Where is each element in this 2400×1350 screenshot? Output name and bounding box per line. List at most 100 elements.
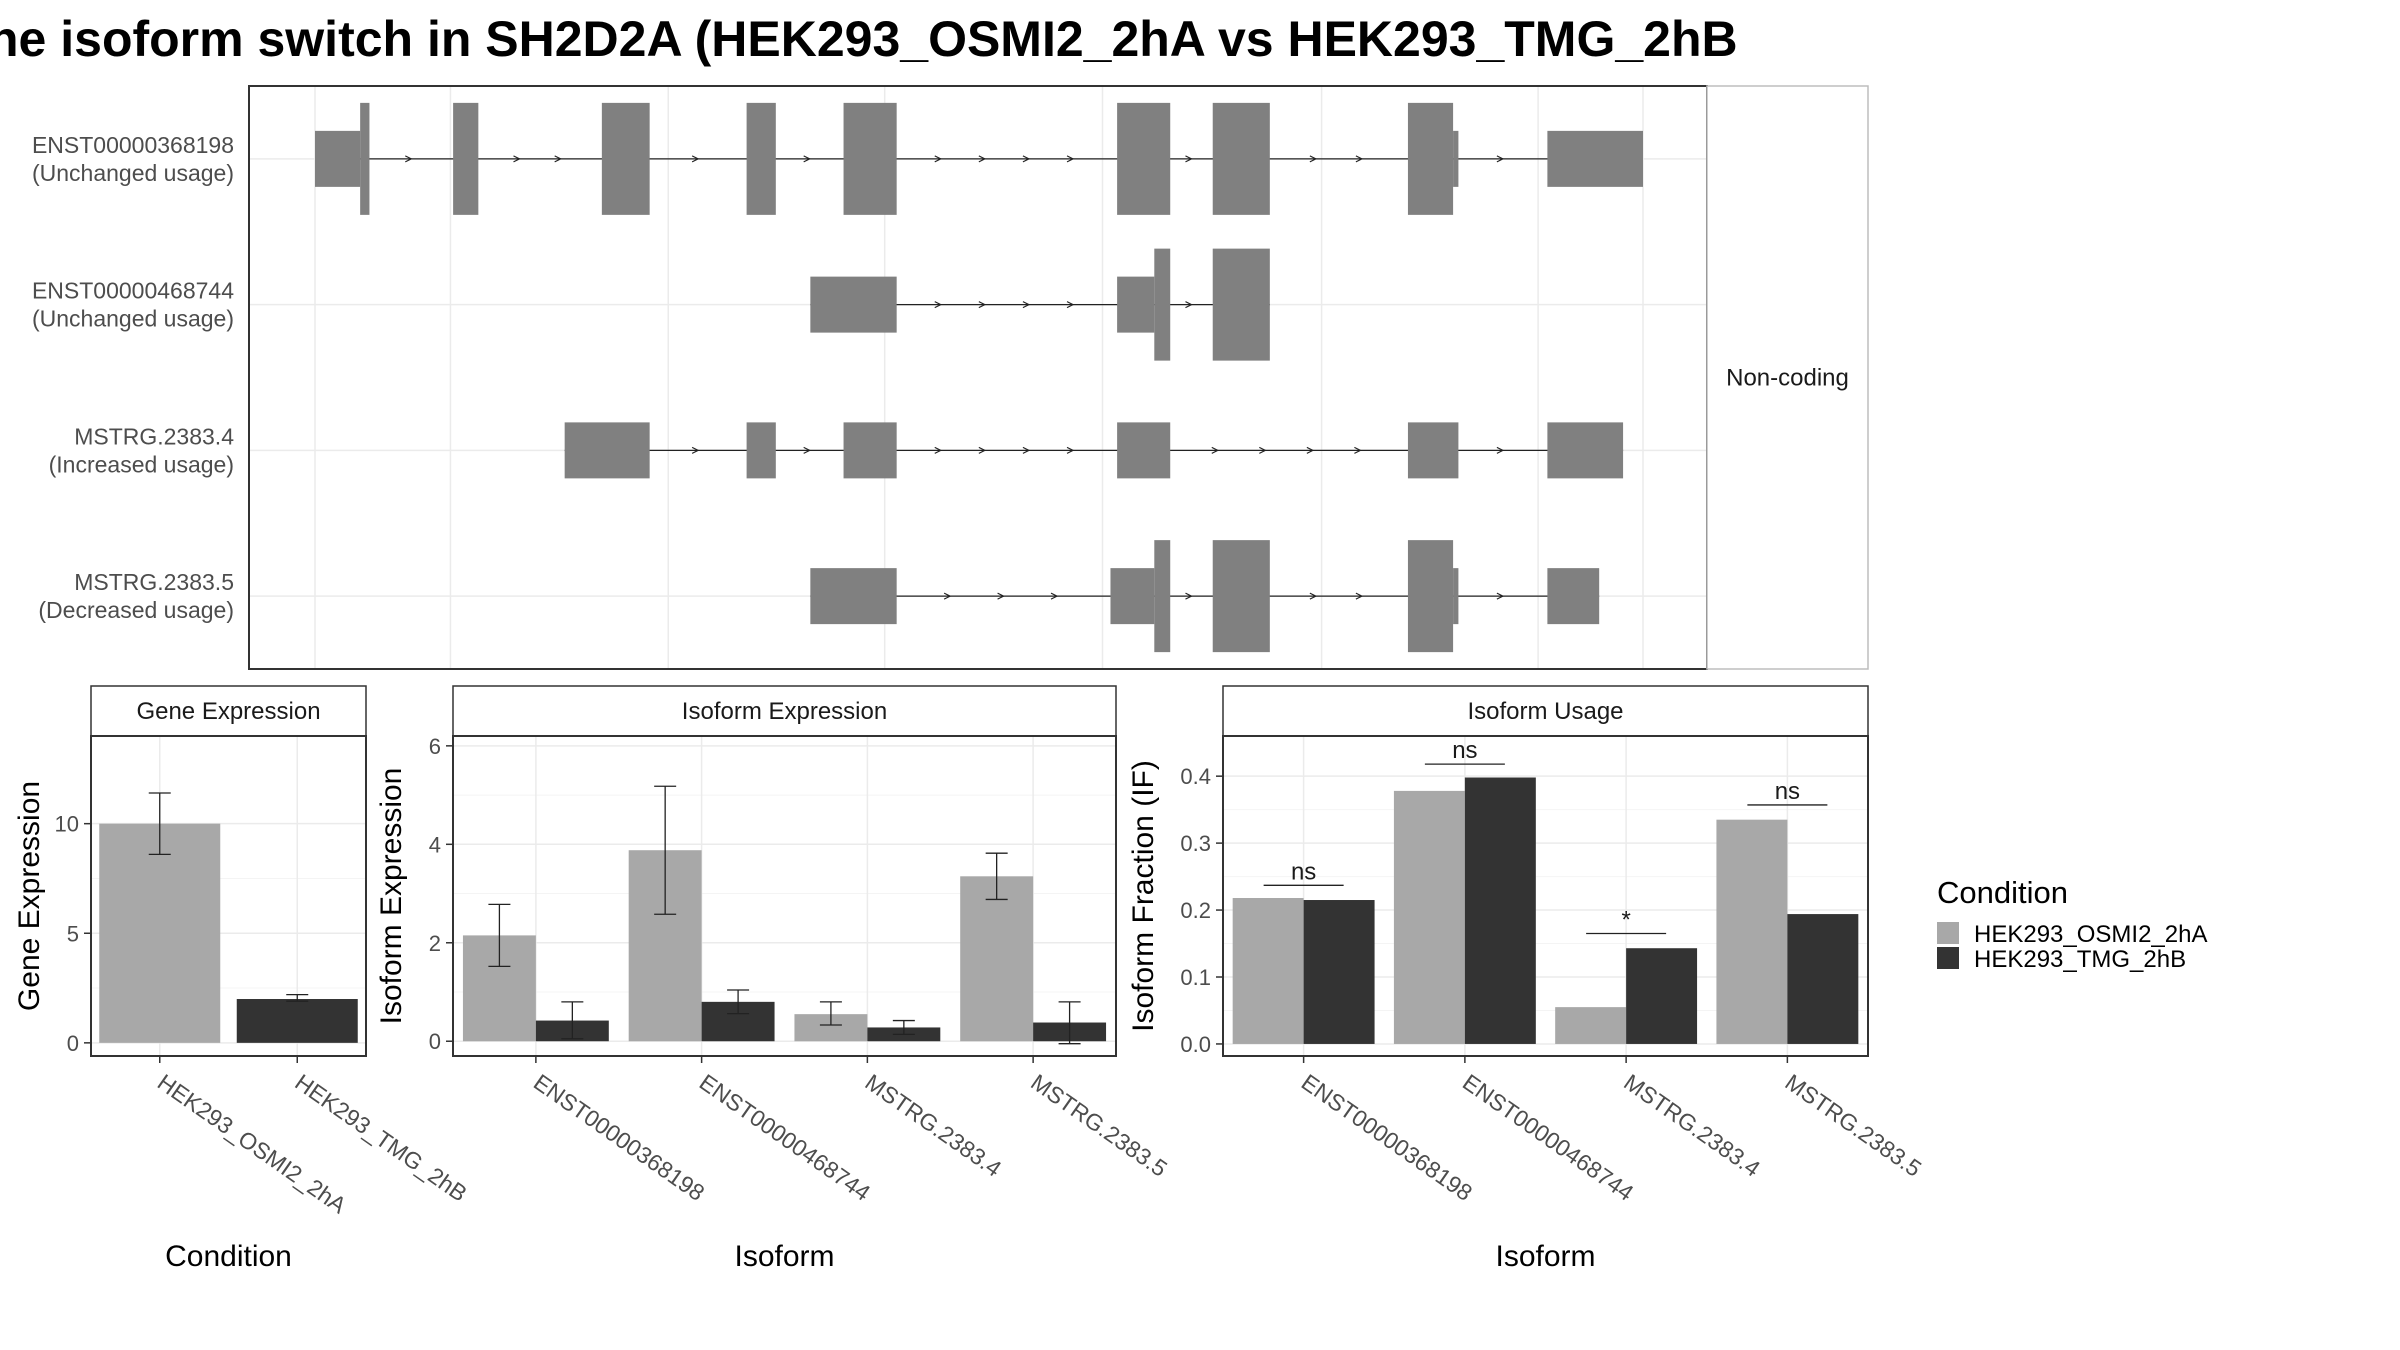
- intron-arrow: [1066, 446, 1075, 454]
- exon-block: [843, 422, 897, 479]
- bar: [1716, 819, 1788, 1044]
- exon-block: [1117, 276, 1155, 333]
- y-tick-label: 0.4: [1180, 764, 1211, 789]
- x-tick-label: ENST00000368198: [1297, 1069, 1477, 1206]
- panel-border: [1222, 735, 1869, 1057]
- intron-arrow: [513, 155, 521, 163]
- intron-arrow: [691, 446, 700, 454]
- facet-strip: [1706, 85, 1869, 670]
- legend-entry-label: HEK293_OSMI2_2hA: [1974, 921, 2207, 948]
- exon-block: [1154, 248, 1171, 361]
- legend-entry-label: HEK293_TMG_2hB: [1974, 946, 2186, 973]
- intron-arrow: [1355, 592, 1364, 600]
- intron-arrow: [1050, 592, 1059, 600]
- panel-strip: [452, 685, 1117, 737]
- x-axis-title: Isoform: [734, 1240, 834, 1273]
- bar: [1393, 790, 1465, 1044]
- transcript-panel: ENST00000368198 (Unchanged usage)ENST0000…: [32, 85, 1869, 670]
- exon-block: [1117, 102, 1171, 215]
- intron-arrow: [943, 592, 952, 600]
- exon-block: [1212, 540, 1270, 653]
- facet-strip-label: Non-coding: [1726, 365, 1849, 392]
- intron-arrow: [1309, 592, 1318, 600]
- bar: [960, 876, 1034, 1042]
- exon-block: [746, 102, 776, 215]
- exon-block: [1407, 540, 1454, 653]
- y-tick-label: 0.1: [1180, 965, 1211, 990]
- exon-block: [315, 130, 361, 187]
- y-tick-label: 0.3: [1180, 831, 1211, 856]
- y-tick-label: 4: [429, 832, 441, 857]
- y-tick-label: 0: [429, 1029, 441, 1054]
- bar-panel-3: Isoform Usage ns ns * ns 0.0 0.1 0.2 0.3 0.4 ENST0…: [1127, 685, 1927, 1273]
- intron-arrow: [803, 446, 812, 454]
- x-tick-label: ENST00000468744: [1458, 1069, 1639, 1206]
- exon-block: [1110, 568, 1155, 625]
- significance-label: ns: [1452, 737, 1477, 764]
- exon-block: [1547, 422, 1624, 479]
- exon-block: [360, 102, 370, 215]
- intron-arrow: [1022, 446, 1031, 454]
- y-tick-label: 10: [55, 812, 79, 837]
- intron-arrow: [997, 592, 1005, 600]
- transcript-usage-label: (Decreased usage): [38, 597, 234, 623]
- exon-block: [1407, 102, 1454, 215]
- y-tick-label: 2: [429, 931, 441, 956]
- transcript-usage-label: (Increased usage): [49, 451, 234, 477]
- plot-layer: ENST00000368198(Unchanged usage)ENST0000…: [13, 85, 1927, 1273]
- exon-block: [843, 102, 897, 215]
- intron-arrow: [803, 155, 812, 163]
- exon-block: [1117, 422, 1171, 479]
- panel-strip-label: Isoform Usage: [1467, 698, 1623, 725]
- x-axis-title: Isoform: [1495, 1240, 1595, 1273]
- y-axis-title: Isoform Fraction (IF): [1127, 760, 1160, 1032]
- panel-strip-label: Isoform Expression: [682, 698, 887, 725]
- intron-arrow: [1354, 446, 1362, 454]
- bar: [99, 823, 221, 1043]
- intron-arrow: [1355, 155, 1364, 163]
- x-tick-label: MSTRG.2383.5: [1781, 1069, 1927, 1182]
- intron-arrow: [1022, 155, 1031, 163]
- bar: [236, 999, 358, 1043]
- transcript-name-label: ENST00000368198: [32, 132, 234, 158]
- x-tick-label: MSTRG.2383.5: [1026, 1069, 1172, 1182]
- intron-arrow: [1496, 446, 1505, 454]
- bar: [1555, 1007, 1627, 1044]
- intron-arrow: [405, 155, 413, 163]
- significance-label: ns: [1291, 858, 1316, 885]
- intron-arrow: [934, 155, 943, 163]
- exon-block: [453, 102, 479, 215]
- transcript-usage-label: (Unchanged usage): [32, 306, 234, 332]
- y-tick-label: 0.0: [1180, 1032, 1211, 1057]
- legend-title: Condition: [1937, 875, 2068, 910]
- intron-arrow: [554, 155, 563, 163]
- bar: [1303, 900, 1375, 1044]
- intron-arrow: [1496, 592, 1505, 600]
- panel-border: [452, 735, 1117, 1057]
- intron-arrow: [691, 155, 700, 163]
- y-axis-title: Isoform Expression: [375, 768, 408, 1025]
- exon-block: [564, 422, 650, 479]
- intron-arrow: [934, 301, 943, 309]
- exon-block: [1453, 130, 1459, 187]
- x-tick-label: MSTRG.2383.4: [1619, 1069, 1765, 1182]
- transcript-name-label: MSTRG.2383.5: [74, 569, 234, 595]
- bar: [1464, 777, 1536, 1044]
- y-tick-label: 5: [67, 921, 79, 946]
- transcript-name-label: ENST00000468744: [32, 278, 234, 304]
- intron-arrow: [1185, 301, 1193, 309]
- intron-arrow: [1259, 446, 1267, 454]
- exon-block: [1212, 102, 1270, 215]
- y-tick-label: 6: [429, 734, 441, 759]
- panel-border: [90, 735, 367, 1057]
- x-tick-label: ENST00000468744: [695, 1069, 876, 1206]
- exon-block: [810, 568, 897, 625]
- intron-arrow: [978, 155, 987, 163]
- panel-strip-label: Gene Expression: [136, 698, 320, 725]
- bar-panel-2: Isoform Expression 0 2 4 6 ENST00000368198ENS…: [375, 685, 1172, 1273]
- exon-block: [1154, 540, 1171, 653]
- exon-block: [1212, 248, 1270, 361]
- significance-label: ns: [1775, 778, 1800, 805]
